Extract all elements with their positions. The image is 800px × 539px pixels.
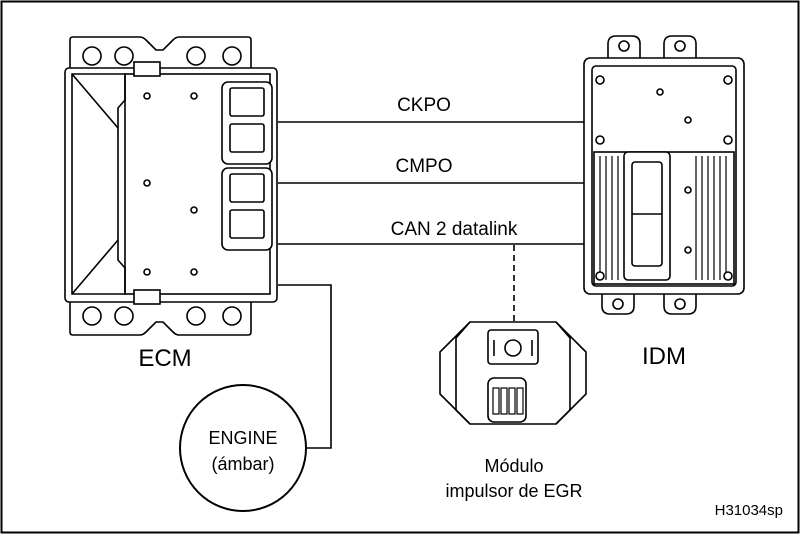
egr-module	[439, 321, 587, 425]
idm-module	[583, 35, 745, 315]
wire-label-ckpo: CKPO	[397, 95, 451, 116]
ecm-hole	[82, 306, 102, 326]
ecm-bevel-bottom	[71, 239, 119, 295]
idm-screw	[595, 135, 605, 145]
ecm-notch-top	[133, 61, 161, 77]
wire-label-cmpo: CMPO	[396, 156, 453, 177]
idm-ear-hole	[674, 298, 686, 310]
ecm-hole	[186, 46, 206, 66]
ecm-screw	[190, 92, 198, 100]
ecm-notch-bottom	[133, 289, 161, 305]
idm-label: IDM	[642, 343, 686, 370]
ecm-screw	[190, 268, 198, 276]
idm-screw	[656, 88, 664, 96]
ecm-hole	[222, 306, 242, 326]
egr-top-bolt	[504, 339, 522, 357]
ecm-hole	[186, 306, 206, 326]
ecm-connector-2-port-b	[229, 209, 265, 239]
egr-side-right	[555, 321, 571, 425]
idm-screw	[595, 75, 605, 85]
wire-label-can2: CAN 2 datalink	[391, 219, 518, 240]
ecm-connector-2-port-a	[229, 173, 265, 203]
ecm-screw	[143, 268, 151, 276]
egr-side-left	[455, 321, 471, 425]
engine-lamp-label: ENGINE	[208, 428, 277, 448]
ecm-label: ECM	[138, 345, 191, 372]
wire-engine-lamp	[278, 284, 332, 449]
ecm-hole	[114, 46, 134, 66]
ecm-screw	[143, 92, 151, 100]
idm-screw	[595, 271, 605, 281]
idm-ear-hole	[674, 40, 686, 52]
idm-ear-hole	[612, 298, 624, 310]
ecm-screw	[190, 206, 198, 214]
ecm-connector-1-port-b	[229, 123, 265, 153]
egr-label-line2: impulsor de EGR	[445, 481, 582, 501]
idm-screw	[684, 246, 692, 254]
idm-inner-frame	[591, 65, 737, 287]
engine-lamp	[179, 384, 307, 512]
wires	[278, 121, 588, 449]
ecm-bevel-top	[71, 73, 119, 129]
idm-ear-hole	[618, 40, 630, 52]
ecm-hole	[222, 46, 242, 66]
engine-lamp-sublabel: (ámbar)	[211, 454, 274, 474]
idm-fins	[599, 156, 727, 280]
ecm-module	[64, 36, 278, 336]
idm-screw	[684, 116, 692, 124]
idm-screw	[723, 75, 733, 85]
idm-screw	[684, 186, 692, 194]
idm-screw	[723, 271, 733, 281]
ecm-hole	[114, 306, 134, 326]
egr-body	[439, 321, 587, 425]
ecm-side-panel	[71, 73, 126, 295]
ecm-screw	[143, 179, 151, 187]
ecm-hole	[82, 46, 102, 66]
egr-label-line1: Módulo	[484, 456, 543, 476]
figure-code: H31034sp	[715, 502, 783, 519]
ecm-connector-1-port-a	[229, 87, 265, 117]
egr-connector-pins	[492, 387, 524, 415]
idm-screw	[723, 135, 733, 145]
